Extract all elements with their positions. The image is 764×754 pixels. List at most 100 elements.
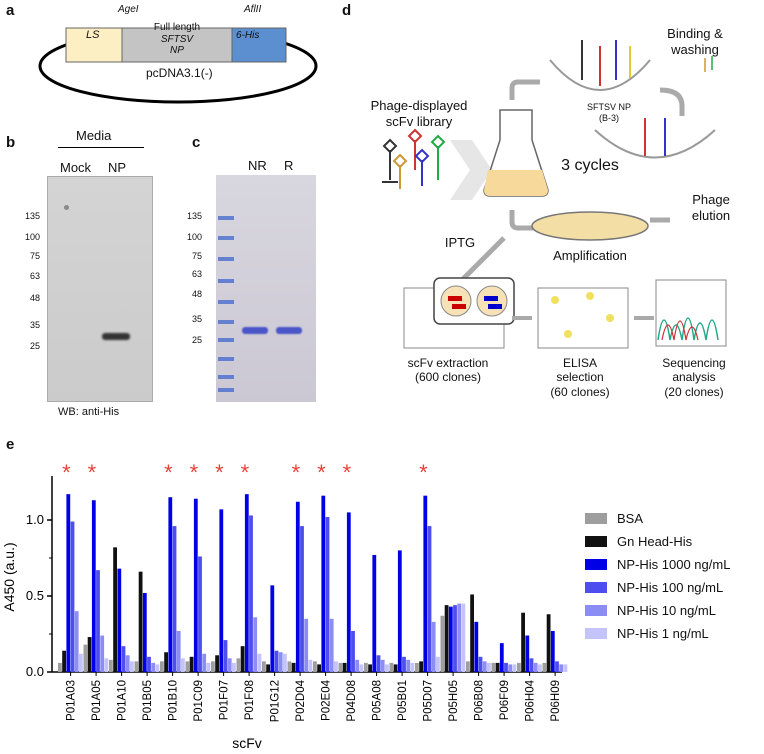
bar-P05A08-0 (364, 662, 368, 672)
western-blot (47, 176, 153, 402)
plasmid-map (38, 27, 318, 104)
bar-P06B08-2 (474, 621, 479, 672)
panel-label-b: b (6, 134, 16, 151)
x-tick-label: P06H09 (550, 680, 562, 722)
eluted-phage-icon (644, 118, 666, 156)
bar-P01A05-0 (83, 644, 88, 672)
bar-P06F09-3 (504, 662, 508, 672)
bar-P01F08-0 (236, 658, 241, 672)
wb-ladder-label-75: 75 (29, 251, 40, 261)
gel-ladder-label-25: 25 (191, 335, 202, 345)
bar-P05H05-1 (444, 605, 449, 672)
significance-star: * (317, 460, 326, 485)
bar-P04D08-3 (351, 630, 355, 672)
wb-ladder-label-63: 63 (29, 271, 40, 281)
bar-P02E04-5 (334, 661, 338, 672)
x-tick-label: P02D04 (295, 679, 307, 721)
bar-P04D08-2 (346, 512, 351, 672)
bar-P06F09-1 (495, 662, 500, 672)
bar-P02D04-5 (308, 659, 313, 672)
iptg-arrow (460, 236, 506, 282)
bar-P01F08-2 (244, 494, 249, 672)
bar-P01F07-2 (219, 509, 224, 672)
gel-ladder-label-75: 75 (191, 251, 202, 261)
step-elisa-label: ELISA selection (60 clones) (530, 356, 630, 399)
x-tick-label: P06B08 (474, 680, 486, 721)
gel-ladder-lane (218, 175, 234, 402)
media-header: Media (76, 128, 112, 143)
bar-P05D07-2 (423, 495, 428, 672)
bar-P01C09-5 (206, 662, 211, 672)
bar-P01B10-0 (160, 661, 164, 672)
bar-P01A10-4 (125, 655, 130, 672)
bar-P04D08-1 (342, 662, 347, 672)
cycle-arrow-down (509, 210, 548, 231)
bar-P01A03-5 (79, 653, 83, 672)
bar-P06B08-4 (482, 661, 487, 672)
site-aflii: AflII (244, 4, 262, 15)
np-label-line3: NP (170, 45, 184, 56)
bar-P01A10-2 (117, 568, 122, 672)
significance-star: * (88, 460, 97, 485)
bar-P04D08-4 (355, 659, 360, 672)
bar-P01G12-1 (266, 664, 270, 672)
wb-ladder-label-135: 135 (24, 211, 40, 221)
bar-P06H09-5 (563, 664, 568, 672)
legend-label: Gn Head-His (617, 534, 693, 550)
legend-label: BSA (617, 511, 644, 527)
wb-ladder-label-35: 35 (29, 320, 40, 330)
bar-P05H05-5 (461, 603, 466, 672)
bar-P01A03-1 (62, 650, 66, 672)
significance-star: * (62, 460, 71, 485)
binding-line2: washing (671, 41, 719, 57)
x-tick-label: P06H04 (525, 679, 537, 721)
bar-P05H05-3 (453, 605, 457, 672)
ls-box (65, 27, 123, 63)
legend-swatch (585, 513, 607, 525)
bar-P01A03-3 (70, 521, 75, 672)
chevron-arrow-icon (450, 140, 492, 200)
his-label: 6-His (236, 30, 260, 41)
bar-P05B01-2 (397, 550, 402, 672)
bar-P05H05-0 (440, 615, 445, 672)
panning-diagram (382, 40, 727, 349)
bar-P05D07-5 (436, 656, 440, 672)
legend-label: NP-His 100 ng/mL (617, 580, 724, 596)
bar-P01F07-1 (215, 655, 219, 672)
cycle-arrow-right (659, 87, 685, 116)
bar-P01B10-5 (181, 658, 185, 672)
gel-ladder-label-135: 135 (186, 211, 202, 221)
x-tick-label: P05B01 (397, 680, 409, 721)
bar-P01A03-2 (66, 494, 71, 672)
y-tick-label: 0.5 (26, 588, 44, 603)
x-tick-label: P01B10 (168, 680, 180, 721)
np-box (121, 27, 233, 63)
bar-P02D04-1 (291, 662, 296, 672)
x-tick-label: P04D08 (346, 680, 358, 722)
x-tick-label: P01A10 (117, 680, 129, 721)
bar-P06B08-1 (470, 594, 474, 672)
gel-ladder-band (218, 279, 234, 284)
site-agei: AgeI (118, 4, 139, 15)
wb-ladder-label-25: 25 (29, 341, 40, 351)
x-tick-label: P06F09 (499, 680, 511, 720)
bar-P01B10-1 (164, 652, 168, 672)
legend-swatch (585, 582, 607, 594)
significance-star: * (164, 460, 173, 485)
bar-P05B01-4 (406, 659, 411, 672)
legend-item: Gn Head-His (585, 533, 692, 549)
bar-P05H05-4 (457, 603, 462, 672)
legend-swatch (585, 628, 607, 640)
wb-speck (64, 205, 69, 210)
bar-P01F08-4 (253, 617, 258, 672)
step-extraction-label: scFv extraction (600 clones) (388, 356, 508, 385)
bar-P06B08-0 (466, 661, 470, 672)
bar-P01F08-1 (240, 646, 245, 672)
bar-P06H09-1 (546, 614, 551, 672)
gel-ladder-band (218, 338, 234, 343)
y-tick-label: 0.0 (26, 664, 44, 679)
np-label-line1: Full length (153, 22, 201, 33)
bar-P01F07-4 (227, 658, 232, 672)
bar-P06H04-2 (525, 635, 530, 672)
elution-line2: elution (691, 207, 731, 223)
